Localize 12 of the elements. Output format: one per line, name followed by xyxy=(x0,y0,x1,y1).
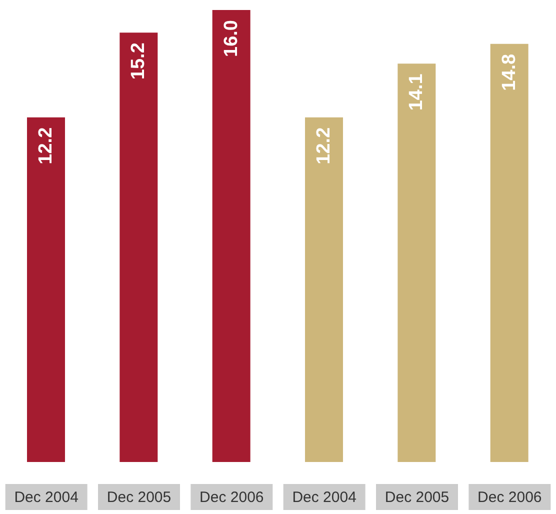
data-label: 15.2 xyxy=(128,42,150,80)
x-tick-label: Dec 2005 xyxy=(106,489,172,506)
data-label: 16.0 xyxy=(220,20,242,57)
x-tick-label: Dec 2005 xyxy=(384,489,450,506)
data-label: 12.2 xyxy=(36,127,56,164)
x-tick-label: Dec 2004 xyxy=(14,489,78,506)
data-label: 14.8 xyxy=(498,54,520,91)
data-label: 14.1 xyxy=(406,73,428,111)
x-tick-label: Dec 2004 xyxy=(292,489,356,506)
x-tick-label: Dec 2006 xyxy=(478,489,542,506)
data-label: 12.2 xyxy=(314,127,334,164)
x-tick-label: Dec 2006 xyxy=(200,489,264,506)
